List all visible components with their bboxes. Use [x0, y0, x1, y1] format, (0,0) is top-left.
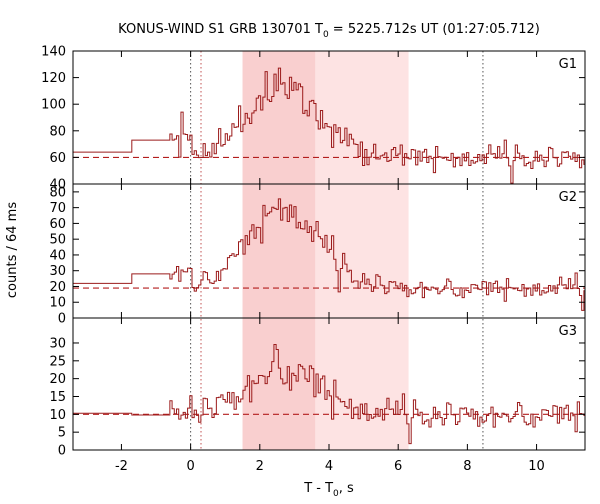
light-curve-g2	[73, 198, 585, 311]
shaded-interval-inner	[242, 51, 316, 450]
panel-g1: 40 60 80 100 120 140 G1	[41, 45, 586, 193]
y-tick-label: 80	[49, 124, 66, 139]
x-tick-label: 6	[394, 459, 402, 474]
y-tick-label: 70	[49, 201, 66, 216]
chart-title: KONUS-WIND S1 GRB 130701 T0 = 5225.712s …	[118, 22, 540, 40]
y-tick-label: 80	[49, 185, 66, 200]
y-tick-label: 5	[58, 426, 66, 441]
x-tick-label: -2	[115, 459, 128, 474]
y-tick-label: 40	[49, 248, 66, 263]
y-tick-label: 10	[49, 296, 66, 311]
x-axis-label: T - T0, s	[303, 481, 354, 499]
y-tick-label: 0	[58, 444, 66, 459]
y-tick-label: 0	[58, 312, 66, 327]
y-tick-label: 40	[49, 178, 66, 193]
y-tick-label: 140	[41, 45, 66, 60]
y-tick-label: 20	[49, 372, 66, 387]
y-tick-label: 10	[49, 408, 66, 423]
light-curve-g3	[73, 344, 585, 445]
panel-label: G1	[559, 57, 577, 72]
x-axis: -2 0 2 4 6 8 10	[115, 459, 545, 474]
y-tick-label: 30	[49, 336, 66, 351]
panel-label: G2	[559, 190, 577, 205]
x-tick-label: 8	[463, 459, 471, 474]
x-tick-label: 10	[528, 459, 545, 474]
y-tick-label: 25	[49, 354, 66, 369]
y-tick-label: 100	[41, 98, 66, 113]
y-tick-label: 60	[49, 217, 66, 232]
x-tick-label: 0	[186, 459, 194, 474]
y-tick-label: 30	[49, 264, 66, 279]
y-axis-label: counts / 64 ms	[5, 202, 20, 298]
shaded-intervals	[242, 51, 409, 450]
y-tick-label: 50	[49, 233, 66, 248]
panel-g3: 0 5 10 15 20 25 30 G3	[49, 317, 586, 459]
x-tick-label: 2	[256, 459, 264, 474]
light-curve-g1	[73, 67, 585, 184]
panel-label: G3	[559, 324, 577, 339]
x-tick-label: 4	[325, 459, 333, 474]
y-tick-label: 120	[41, 71, 66, 86]
y-tick-label: 20	[49, 280, 66, 295]
y-tick-label: 15	[49, 390, 66, 405]
vertical-markers	[190, 51, 484, 450]
y-tick-label: 60	[49, 151, 66, 166]
